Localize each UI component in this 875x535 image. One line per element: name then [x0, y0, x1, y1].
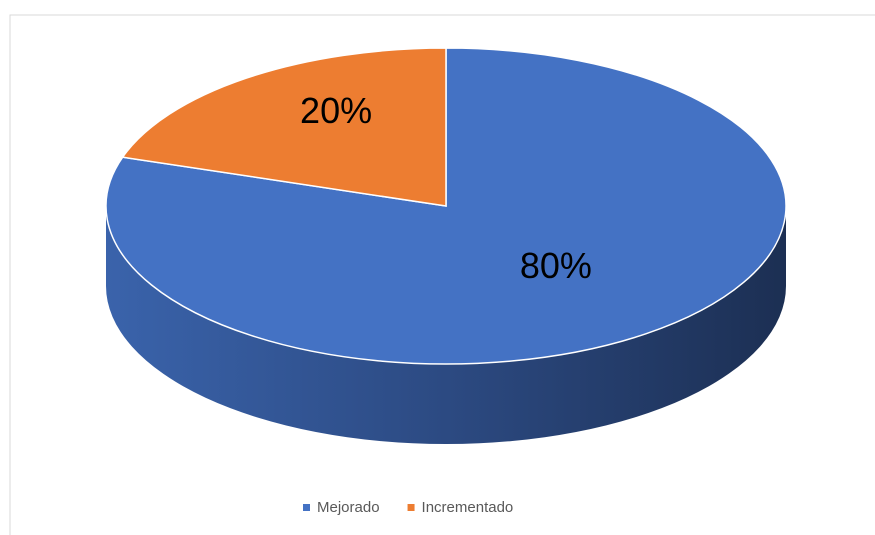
data-label: 20% — [300, 90, 372, 131]
legend-label: Mejorado — [317, 499, 380, 516]
legend-swatch — [303, 504, 310, 511]
legend-label: Incrementado — [422, 499, 514, 516]
data-label: 80% — [520, 245, 592, 286]
slice — [121, 47, 447, 207]
chart-frame — [9, 14, 875, 535]
slice-side — [106, 206, 786, 444]
legend-swatch — [407, 504, 415, 511]
